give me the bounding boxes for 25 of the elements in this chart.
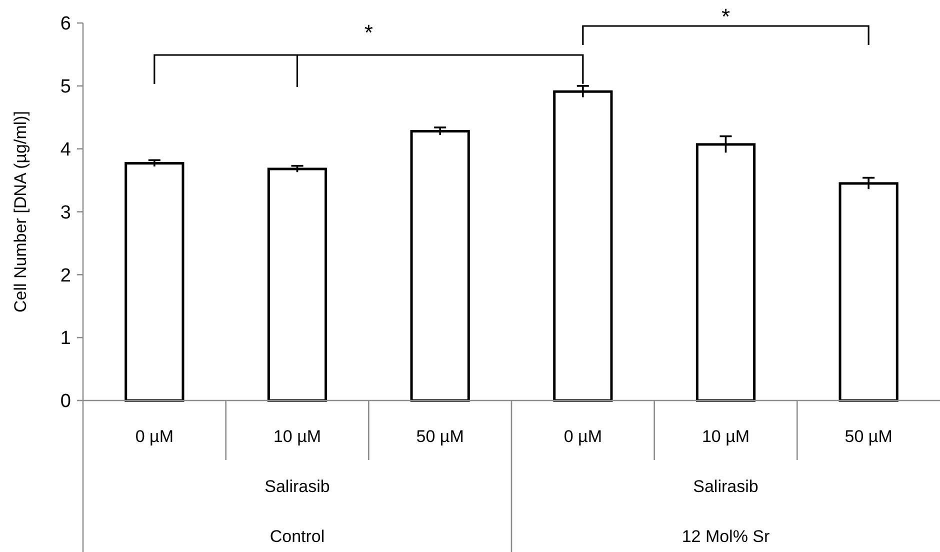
bar — [267, 168, 328, 402]
bar — [838, 182, 898, 402]
x-tick-label: 0 µM — [564, 427, 602, 446]
x-tick-label: 50 µM — [416, 427, 464, 446]
text: Salirasib — [264, 477, 330, 496]
y-tick-label: 6 — [60, 14, 71, 35]
text: Control — [270, 527, 325, 546]
y-tick-label: 3 — [60, 202, 71, 224]
y-axis-title: Cell Number [DNA (µg/ml)] — [11, 110, 30, 313]
bar — [124, 162, 184, 402]
text: 12 Mol% Sr — [682, 527, 770, 546]
annotation: * — [364, 20, 374, 45]
bar — [410, 130, 470, 402]
x-tick-label: 50 µM — [844, 427, 892, 446]
y-tick-label: 4 — [60, 139, 72, 160]
y-tick-label: 2 — [60, 265, 71, 286]
x-tick-label: 10 µM — [273, 427, 322, 446]
y-tick-label: 5 — [60, 76, 71, 98]
y-tick-label: 1 — [60, 328, 71, 350]
annotation: * — [721, 4, 730, 29]
x-tick-label: 10 µM — [702, 427, 750, 446]
y-tick-label: 0 — [60, 391, 71, 412]
x-tick-label: 0 µM — [135, 427, 174, 446]
text: Salirasib — [693, 477, 758, 496]
bar — [553, 90, 613, 402]
